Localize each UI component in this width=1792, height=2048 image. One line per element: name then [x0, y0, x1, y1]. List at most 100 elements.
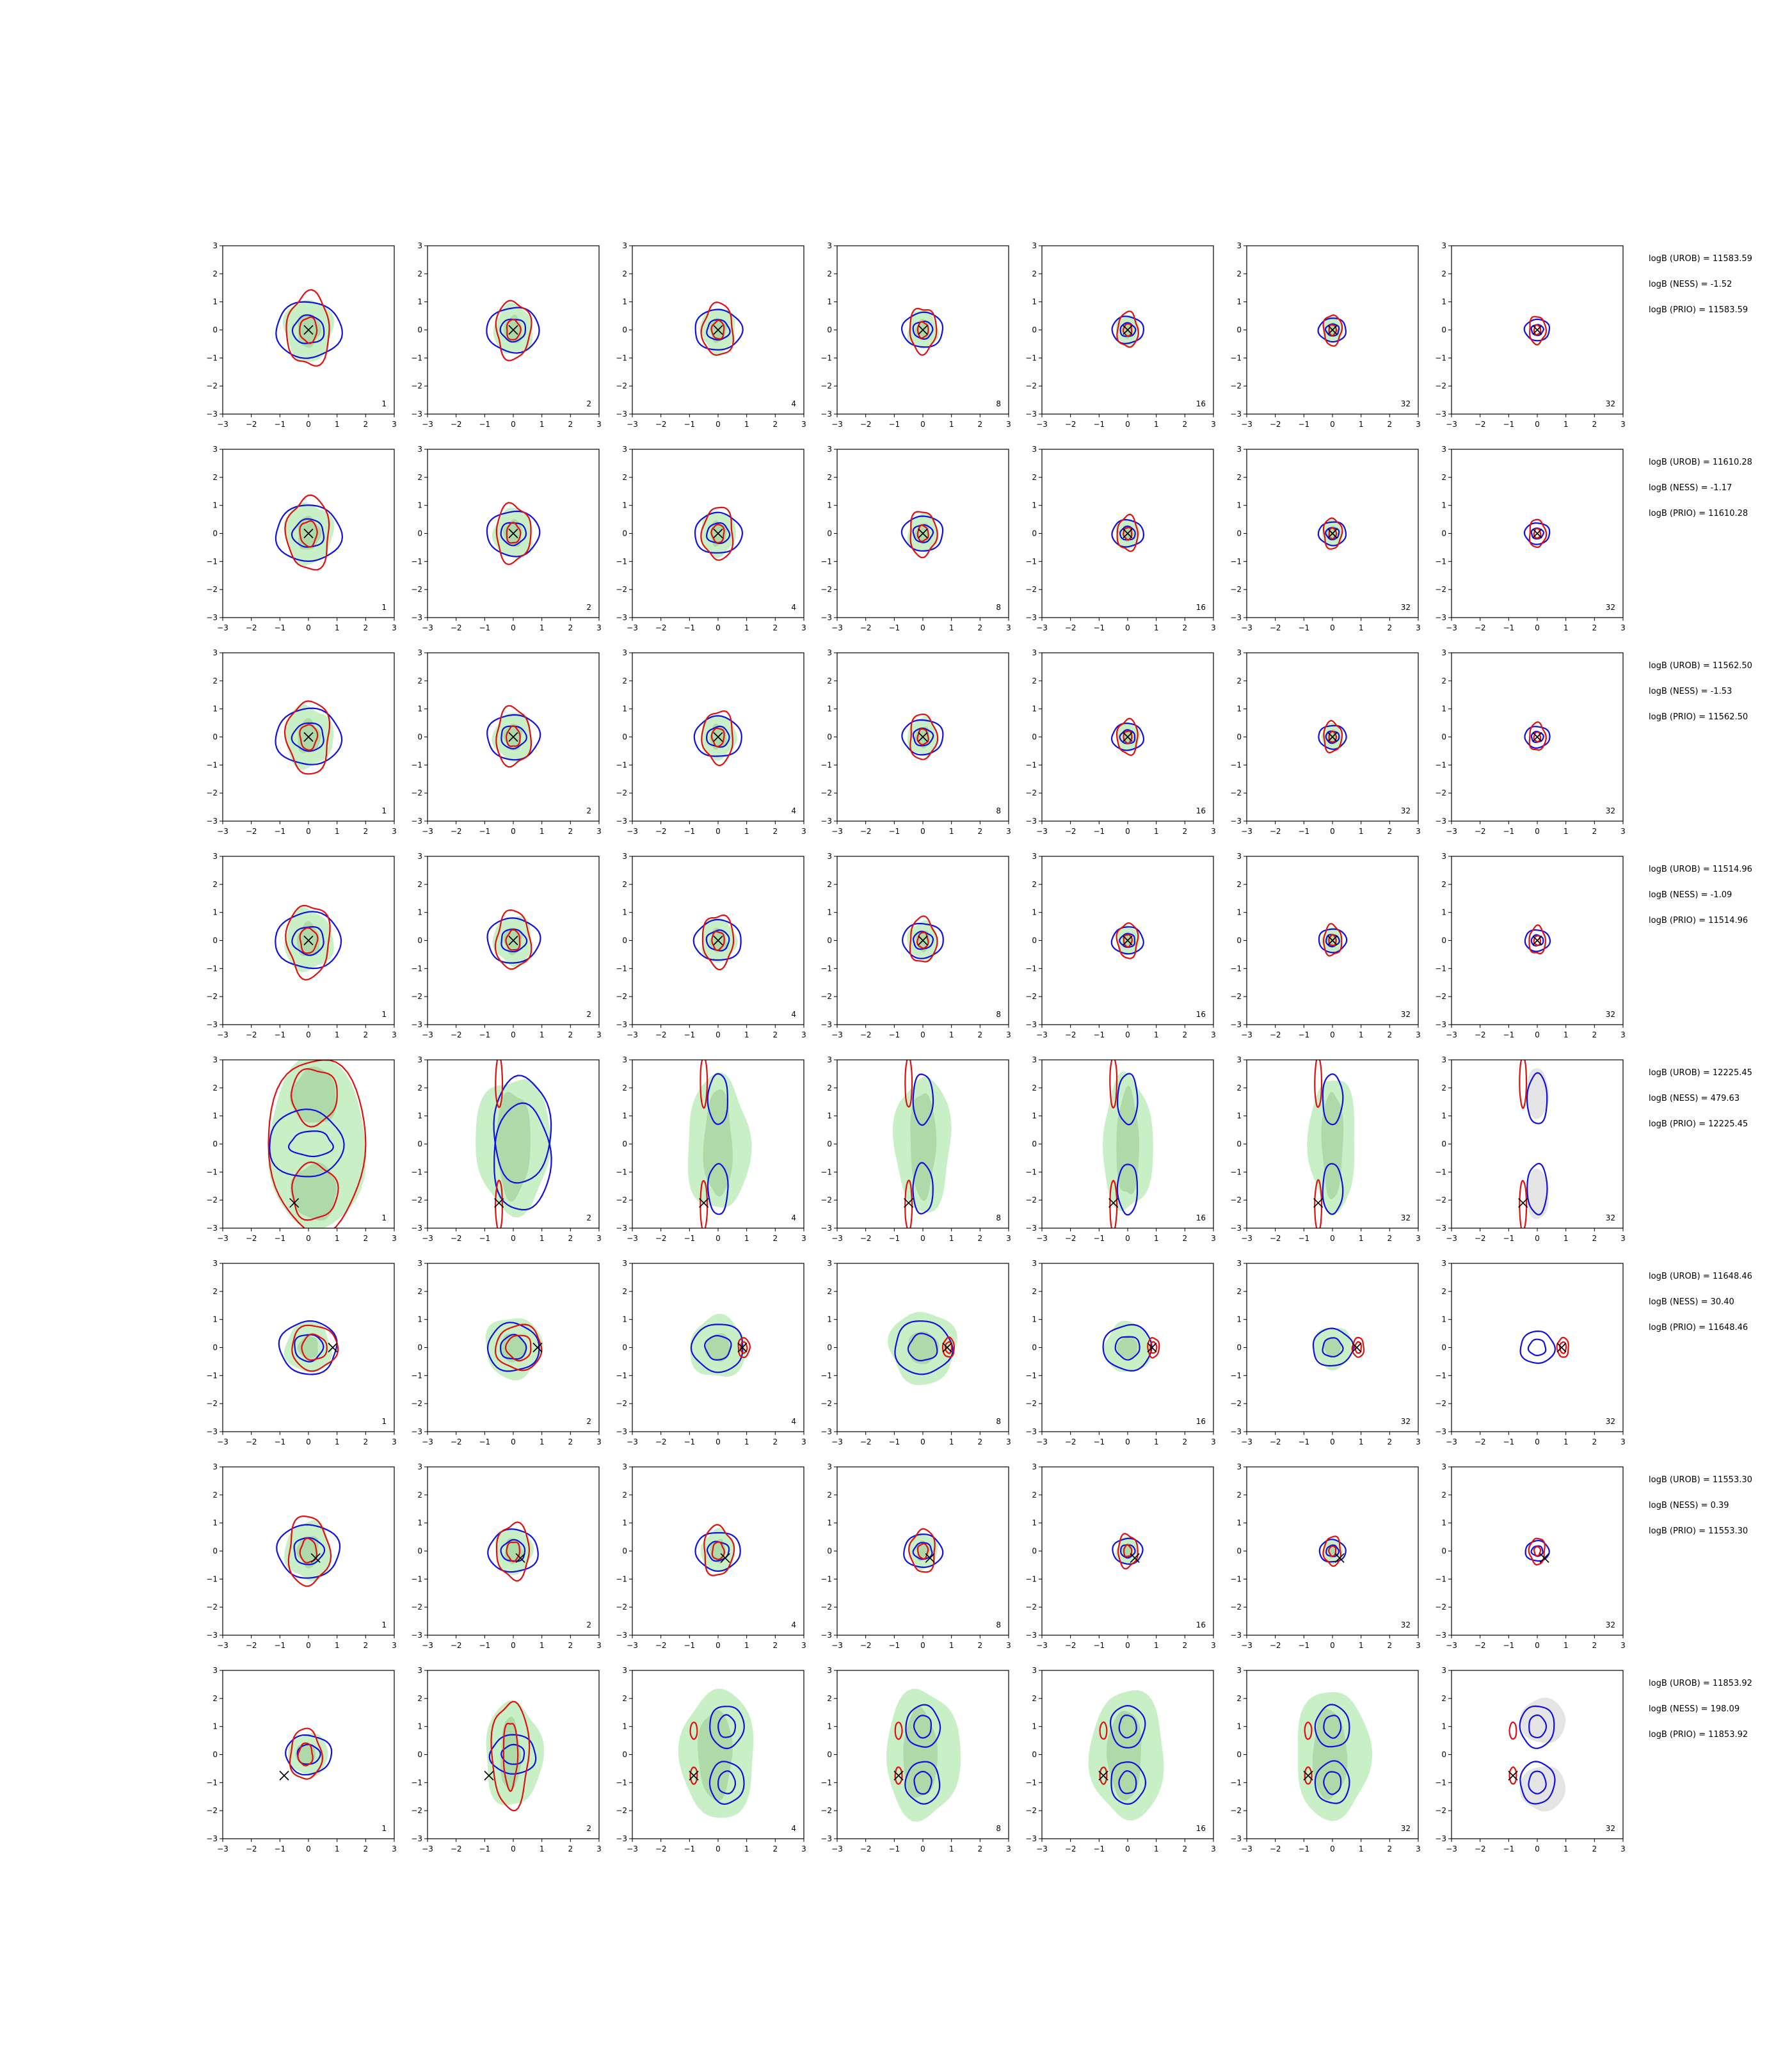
x-tick-label: −1 [274, 827, 285, 836]
x-tick-label: −3 [627, 827, 638, 836]
y-tick-label: 1 [827, 298, 832, 307]
x-tick-label: 2 [568, 623, 573, 632]
x-tick-label: 0 [1125, 1641, 1130, 1650]
x-tick-label: −1 [1503, 827, 1514, 836]
x-tick-label: 1 [1359, 420, 1364, 429]
y-tick-label: −3 [1230, 1834, 1242, 1843]
x-tick-label: 3 [1620, 420, 1626, 429]
y-tick-label: 3 [827, 1259, 832, 1268]
blue-contour [705, 522, 731, 545]
x-tick-label: 0 [1535, 420, 1540, 429]
y-tick-label: 2 [1032, 1491, 1037, 1500]
true-parameter-marker [532, 1342, 543, 1353]
y-tick-label: −2 [820, 992, 832, 1001]
y-tick-label: −3 [1025, 817, 1037, 826]
x-tick-label: −2 [655, 1030, 667, 1039]
x-tick-label: 0 [306, 1234, 311, 1243]
red-contour [1533, 1546, 1542, 1556]
panel-count-label: 32 [1401, 603, 1411, 612]
y-tick-label: 1 [417, 1315, 422, 1324]
x-tick-label: 3 [1211, 1234, 1216, 1243]
x-tick-label: −1 [1093, 1844, 1105, 1853]
y-tick-label: 2 [1441, 676, 1446, 685]
panel-r1-c7: −3−3 −2 −2 −1 −1 0 0 1 1 2 2 3 3 32 [1435, 241, 1626, 429]
logb-urob-r6: logB (UROB) = 11648.46 [1649, 1272, 1752, 1281]
y-tick-label: −1 [1025, 1167, 1037, 1176]
logb-ness-r6: logB (NESS) = 30.40 [1649, 1297, 1734, 1307]
x-tick-label: 2 [364, 1844, 369, 1853]
y-tick-label: −3 [206, 613, 218, 622]
x-tick-label: 2 [1592, 1030, 1597, 1039]
x-tick-label: −1 [888, 1234, 900, 1243]
panel-r1-c5: −3−3 −2 −2 −1 −1 0 0 1 1 2 2 3 3 16 [1025, 241, 1216, 429]
x-tick-label: 3 [596, 1844, 602, 1853]
x-tick-label: 2 [978, 827, 983, 836]
y-tick-label: 3 [1032, 852, 1037, 861]
blue-contour [1323, 1771, 1342, 1795]
x-tick-label: −2 [451, 1844, 462, 1853]
panel-r8-c5: −3−3 −2 −2 −1 −1 0 0 1 1 2 2 3 3 16 [1025, 1666, 1216, 1853]
x-tick-label: −1 [684, 623, 695, 632]
y-tick-label: −2 [820, 788, 832, 797]
panel-count-label: 32 [1606, 1417, 1615, 1426]
y-tick-label: 2 [212, 1287, 218, 1296]
x-tick-label: −1 [479, 1844, 490, 1853]
y-tick-label: 1 [622, 501, 627, 510]
x-tick-label: −1 [1093, 1030, 1105, 1039]
y-tick-label: 0 [1236, 529, 1242, 538]
blue-contour [291, 925, 324, 956]
red-contour [908, 1528, 936, 1573]
y-tick-label: 1 [1236, 1519, 1242, 1528]
blue-contour [912, 1542, 933, 1560]
x-tick-label: 3 [596, 827, 602, 836]
blue-contour [493, 1102, 552, 1211]
x-tick-label: 1 [540, 623, 545, 632]
y-tick-label: 1 [622, 908, 627, 917]
panel-count-label: 32 [1606, 1010, 1615, 1019]
red-contour [1122, 323, 1133, 337]
red-contour [495, 1521, 531, 1582]
x-tick-label: −3 [217, 1437, 228, 1446]
true-parameter-marker [289, 1197, 300, 1208]
panel-r2-c7: −3−3 −2 −2 −1 −1 0 0 1 1 2 2 3 3 32 [1435, 445, 1626, 632]
blue-contour [1110, 1761, 1147, 1805]
x-tick-label: −1 [888, 623, 900, 632]
panel-count-label: 8 [996, 1417, 1001, 1426]
y-tick-label: 1 [1032, 501, 1037, 510]
x-tick-label: 3 [1416, 623, 1421, 632]
x-tick-label: −1 [684, 1437, 695, 1446]
y-tick-label: 2 [1441, 269, 1446, 278]
x-tick-label: −3 [1446, 1234, 1457, 1243]
blue-contour [912, 931, 934, 950]
panel-r5-c1: −3−3 −2 −2 −1 −1 0 0 1 1 2 2 3 3 1 [206, 1055, 397, 1243]
y-tick-label: 3 [1236, 1259, 1242, 1268]
x-tick-label: −3 [627, 1844, 638, 1853]
panel-count-label: 1 [381, 603, 387, 612]
x-tick-label: −2 [246, 827, 257, 836]
red-contour [689, 1722, 698, 1740]
x-tick-label: 0 [1125, 623, 1130, 632]
x-tick-label: 1 [949, 1641, 954, 1650]
true-parameter-marker [1327, 528, 1338, 539]
x-tick-label: 1 [335, 1844, 340, 1853]
blue-contour [913, 1770, 932, 1795]
x-tick-label: −1 [1503, 1437, 1514, 1446]
y-tick-label: 1 [417, 501, 422, 510]
panel-count-label: 32 [1606, 603, 1615, 612]
x-tick-label: −1 [888, 420, 900, 429]
panel-r5-c4: −3−3 −2 −2 −1 −1 0 0 1 1 2 2 3 3 8 [820, 1055, 1011, 1243]
y-tick-label: −2 [206, 788, 218, 797]
y-tick-label: 0 [1032, 733, 1037, 742]
x-tick-label: 3 [392, 1844, 397, 1853]
x-tick-label: 3 [1211, 1030, 1216, 1039]
y-tick-label: −1 [411, 1574, 422, 1583]
red-contour [700, 301, 735, 356]
y-tick-label: 2 [417, 1084, 422, 1092]
y-tick-label: 0 [1441, 733, 1446, 742]
y-tick-label: 2 [1236, 1491, 1242, 1500]
y-tick-label: −2 [411, 381, 422, 390]
panel-r5-c5: −3−3 −2 −2 −1 −1 0 0 1 1 2 2 3 3 16 [1025, 1055, 1216, 1243]
x-tick-label: −1 [1503, 623, 1514, 632]
x-tick-label: −1 [1298, 420, 1309, 429]
x-tick-label: 0 [1125, 827, 1130, 836]
